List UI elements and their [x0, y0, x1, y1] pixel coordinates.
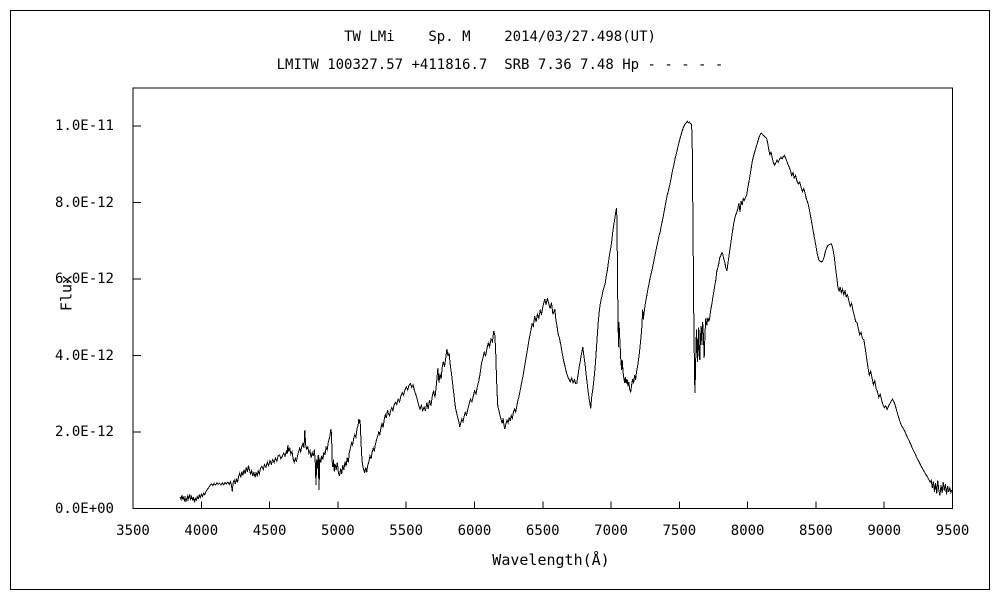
x-tick-label: 5500	[389, 523, 424, 539]
x-tick-label: 7500	[662, 523, 697, 539]
plot-box	[132, 87, 953, 509]
x-tick-label: 5000	[321, 523, 355, 539]
x-tick-label: 8500	[799, 523, 833, 539]
x-tick-label: 8000	[730, 523, 765, 539]
y-axis-title: Flux	[57, 274, 76, 312]
chart-subtitle: LMITW 100327.57 +411816.7 SRB 7.36 7.48 …	[276, 57, 724, 73]
x-tick-label: 9500	[935, 523, 970, 539]
y-tick-label: 0.0E+00	[54, 500, 114, 517]
x-tick-label: 4000	[184, 523, 219, 539]
x-tick-label: 6000	[457, 523, 492, 539]
y-tick-label: 8.0E-12	[54, 194, 114, 211]
chart-title: TW LMi Sp. M 2014/03/27.498(UT)	[344, 29, 656, 45]
spectrum-line	[179, 120, 953, 503]
y-tick-label: 6.0E-12	[54, 271, 114, 288]
x-tick-label: 6500	[525, 523, 560, 539]
figure-border	[10, 10, 990, 590]
y-tick-label: 4.0E-12	[54, 347, 114, 364]
x-axis-title: Wavelength(Å)	[492, 551, 610, 569]
x-tick-label: 3500	[116, 523, 150, 539]
x-tick-label: 4500	[252, 523, 287, 539]
x-tick-label: 7000	[594, 523, 628, 539]
y-tick-label: 1.0E-11	[54, 118, 114, 135]
axis-ticks	[132, 125, 953, 509]
x-tick-label: 9000	[867, 523, 902, 539]
y-tick-label: 2.0E-12	[54, 424, 114, 441]
